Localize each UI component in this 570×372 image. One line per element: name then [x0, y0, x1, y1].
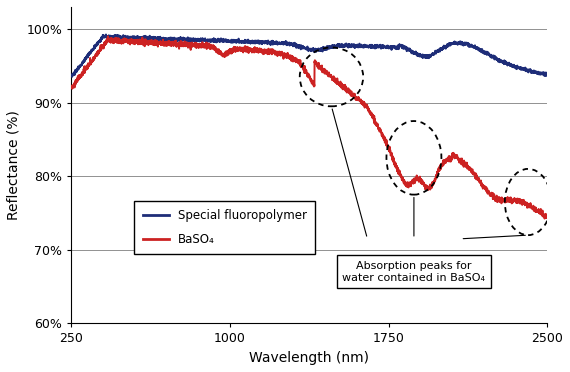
Y-axis label: Reflectance (%): Reflectance (%) [7, 110, 21, 220]
Text: Absorption peaks for
water contained in BaSO₄: Absorption peaks for water contained in … [343, 261, 486, 282]
Legend: Special fluoropolymer, BaSO₄: Special fluoropolymer, BaSO₄ [135, 201, 315, 254]
X-axis label: Wavelength (nm): Wavelength (nm) [249, 351, 369, 365]
